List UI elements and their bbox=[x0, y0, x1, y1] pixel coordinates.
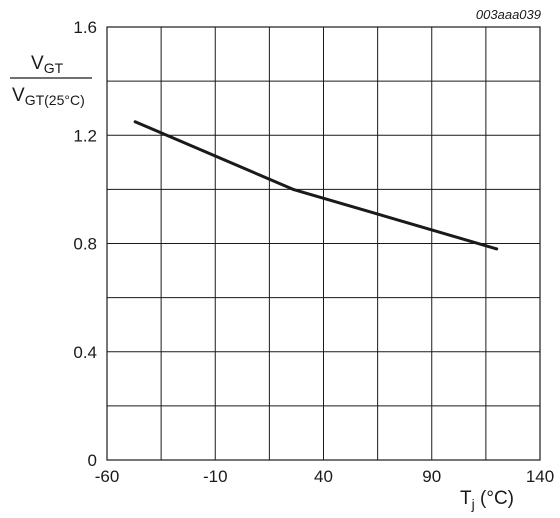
x-tick-labels: -60 -10 40 90 140 bbox=[95, 467, 554, 486]
y-axis-label-denominator: VGT(25°C) bbox=[12, 85, 85, 108]
y-tick-label-3: 1.2 bbox=[73, 126, 97, 145]
series-layer bbox=[133, 120, 499, 251]
y-tick-label-2: 0.8 bbox=[73, 235, 97, 254]
x-axis-label: Tj (°C) bbox=[460, 488, 514, 512]
data-point-0-1 bbox=[291, 187, 295, 191]
data-point-0-2 bbox=[495, 247, 499, 251]
y-axis-label: VGT VGT(25°C) bbox=[10, 53, 92, 108]
data-point-0-0 bbox=[133, 120, 137, 124]
x-tick-label-3: 90 bbox=[422, 467, 441, 486]
y-tick-labels: 0 0.4 0.8 1.2 1.6 bbox=[73, 18, 97, 470]
y-axis-label-numerator: VGT bbox=[31, 53, 64, 76]
plot-frame bbox=[106, 26, 541, 461]
reference-code: 003aaa039 bbox=[476, 7, 541, 22]
y-tick-label-1: 0.4 bbox=[73, 343, 97, 362]
series-line-0 bbox=[134, 120, 498, 251]
x-tick-label-0: -60 bbox=[95, 467, 120, 486]
x-tick-label-1: -10 bbox=[203, 467, 228, 486]
x-tick-label-4: 140 bbox=[526, 467, 554, 486]
y-tick-label-4: 1.6 bbox=[73, 18, 97, 37]
x-tick-label-2: 40 bbox=[314, 467, 333, 486]
y-tick-label-0: 0 bbox=[88, 451, 97, 470]
grid bbox=[107, 27, 540, 460]
